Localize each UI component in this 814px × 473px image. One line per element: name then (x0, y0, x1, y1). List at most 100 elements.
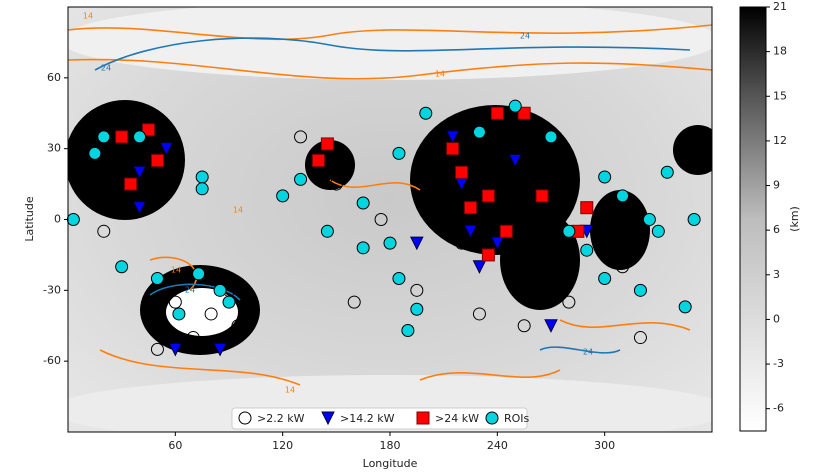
marker-circle (598, 170, 612, 184)
colorbar (739, 6, 767, 432)
marker-open-circle (472, 307, 486, 321)
contour-label: 24 (185, 286, 195, 295)
marker-open-circle (678, 153, 692, 167)
y-tick-label: 30 (47, 142, 61, 155)
marker-square (517, 106, 531, 120)
marker-open-circle (517, 319, 531, 333)
marker-circle (88, 146, 102, 160)
marker-open-circle (437, 189, 451, 203)
marker-square (446, 142, 460, 156)
contour-line (68, 58, 712, 80)
marker-circle (678, 300, 692, 314)
marker-circle (419, 106, 433, 120)
x-tick-label: 180 (380, 439, 401, 452)
colorbar-tick-label: 3 (773, 268, 780, 281)
marker-circle (195, 170, 209, 184)
marker-circle (320, 224, 334, 238)
marker-open-circle (598, 213, 612, 226)
marker-circle (66, 213, 80, 226)
marker-circle (392, 146, 406, 160)
marker-circle (660, 165, 674, 179)
marker-open-circle (419, 142, 433, 156)
marker-triangle (321, 411, 335, 426)
contour-label: 24 (583, 348, 593, 357)
colorbar-tick-label: -3 (773, 357, 784, 370)
marker-circle (133, 130, 147, 144)
marker-open-circle (168, 295, 182, 309)
y-axis-label: Latitude (23, 196, 36, 242)
legend-label: >14.2 kW (340, 412, 395, 425)
marker-open-circle (633, 331, 647, 345)
contour-label: 14 (83, 12, 93, 21)
marker-circle (356, 241, 370, 255)
legend-label: >2.2 kW (257, 412, 305, 425)
marker-triangle (463, 224, 478, 239)
marker-open-circle (374, 213, 388, 226)
marker-open-circle (124, 142, 138, 156)
contour-line (539, 346, 621, 354)
colorbar-tick-label: 12 (773, 134, 787, 147)
marker-circle (687, 213, 701, 226)
contour-line (149, 283, 241, 301)
marker-open-circle (526, 201, 540, 215)
marker-square (311, 153, 325, 167)
marker-square (455, 165, 469, 179)
marker-circle (150, 272, 164, 286)
colorbar-tick-label: 15 (773, 89, 787, 102)
marker-circle (544, 130, 558, 144)
colorbar-tick-label: 6 (773, 223, 780, 236)
y-tick-label: 0 (54, 213, 61, 226)
marker-circle (383, 236, 397, 250)
marker-square (115, 130, 129, 144)
marker-open-circle (238, 411, 252, 425)
marker-circle (410, 302, 424, 316)
marker-triangle (410, 236, 424, 251)
contour-label: 24 (520, 32, 530, 41)
marker-square (481, 248, 495, 262)
marker-circle (401, 323, 415, 337)
marker-square (535, 189, 549, 203)
marker-open-circle (70, 130, 84, 144)
y-tick-label: 60 (47, 71, 61, 84)
y-tick-label: -60 (43, 354, 61, 367)
marker-circle (580, 243, 594, 257)
marker-circle (356, 196, 370, 210)
map-background (68, 7, 712, 432)
marker-circle (616, 189, 630, 203)
marker-open-circle (97, 224, 111, 238)
marker-open-circle (562, 295, 576, 309)
x-tick-label: 60 (168, 439, 182, 452)
marker-open-circle (159, 165, 173, 179)
colorbar-tick-label: 21 (773, 0, 787, 13)
colorbar-tick-label: 18 (773, 45, 787, 58)
marker-circle (97, 130, 111, 144)
marker-circle (213, 283, 227, 297)
contour-label: 14 (233, 206, 243, 215)
marker-open-circle (499, 165, 513, 179)
x-tick-label: 240 (487, 439, 508, 452)
marker-circle (598, 272, 612, 286)
marker-circle (222, 295, 236, 309)
contour-label: 14 (171, 266, 181, 275)
marker-open-circle (204, 307, 218, 321)
marker-open-circle (186, 331, 200, 345)
marker-square (320, 137, 334, 151)
marker-triangle (168, 342, 183, 357)
marker-open-circle (294, 130, 308, 144)
colorbar-tick-label: -6 (773, 402, 784, 415)
marker-circle (392, 272, 406, 286)
marker-open-circle (106, 189, 120, 203)
contour-label: 14 (435, 70, 445, 79)
marker-circle (115, 260, 129, 274)
marker-circle (562, 224, 576, 238)
marker-open-circle (696, 130, 710, 144)
legend (231, 407, 528, 430)
marker-circle (485, 411, 499, 425)
contour-label: 14 (285, 386, 295, 395)
marker-square (150, 153, 164, 167)
x-axis-label: Longitude (363, 457, 418, 470)
marker-circle (633, 283, 647, 297)
marker-square (124, 177, 138, 191)
marker-open-circle (347, 295, 361, 309)
